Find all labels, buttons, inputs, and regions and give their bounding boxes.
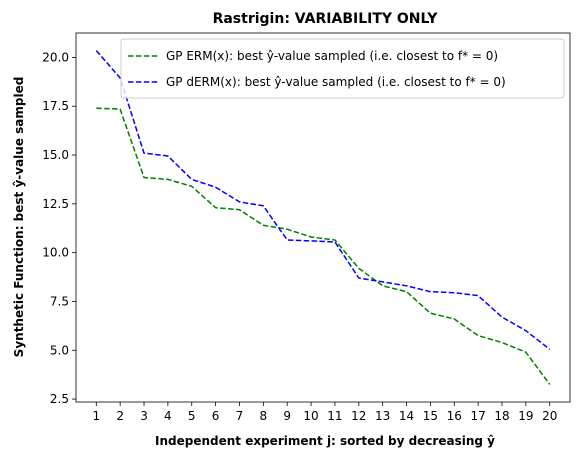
x-tick-label: 7 <box>236 409 244 423</box>
x-tick-label: 14 <box>399 409 414 423</box>
x-tick-label: 15 <box>423 409 438 423</box>
y-tick-label: 5.0 <box>50 343 69 357</box>
plot-area: 1 2 3 4 5 6 7 8 9 10 11 12 13 14 15 16 17 18 19 202.55.07.5… <box>42 32 571 423</box>
x-tick-label: 6 <box>212 409 220 423</box>
y-tick-label: 20.0 <box>42 50 69 64</box>
legend-box <box>120 38 565 99</box>
axes-frame <box>75 32 571 403</box>
x-tick-label: 3 <box>140 409 148 423</box>
y-tick-label: 10.0 <box>42 246 69 260</box>
y-tick-label: 2.5 <box>50 392 69 406</box>
series-line-2 <box>95 50 551 350</box>
x-tick-label: 20 <box>542 409 557 423</box>
y-tick-label: 15.0 <box>42 148 69 162</box>
legend: GP ERM(x): best ŷ-value sampled (i.e. cl… <box>120 38 565 99</box>
x-tick-label: 13 <box>375 409 390 423</box>
y-tick-label: 17.5 <box>42 99 69 113</box>
x-tick-label: 17 <box>470 409 485 423</box>
x-tick-label: 18 <box>494 409 509 423</box>
x-tick-label: 1 <box>92 409 100 423</box>
x-tick-label: 9 <box>283 409 291 423</box>
x-tick-label: 19 <box>518 409 533 423</box>
x-tick-label: 12 <box>351 409 366 423</box>
x-tick-label: 16 <box>447 409 462 423</box>
x-tick-label: 8 <box>260 409 268 423</box>
x-tick-label: 10 <box>303 409 318 423</box>
chart-title: Rastrigin: VARIABILITY ONLY <box>213 11 439 27</box>
x-tick-label: 4 <box>164 409 172 423</box>
legend-entry-1: GP ERM(x): best ŷ-value sampled (i.e. cl… <box>166 49 498 63</box>
x-tick-label: 11 <box>327 409 342 423</box>
y-axis-label: Synthetic Function: best ŷ-value sampled <box>12 77 26 358</box>
series-line-1 <box>96 107 551 385</box>
x-axis-label: Independent experiment j: sorted by decr… <box>155 434 495 448</box>
x-tick-label: 2 <box>116 409 124 423</box>
x-tick-label: 5 <box>188 409 196 423</box>
y-tick-label: 12.5 <box>42 197 69 211</box>
legend-entry-2: GP dERM(x): best ŷ-value sampled (i.e. c… <box>166 75 506 89</box>
y-tick-label: 7.5 <box>50 294 69 308</box>
